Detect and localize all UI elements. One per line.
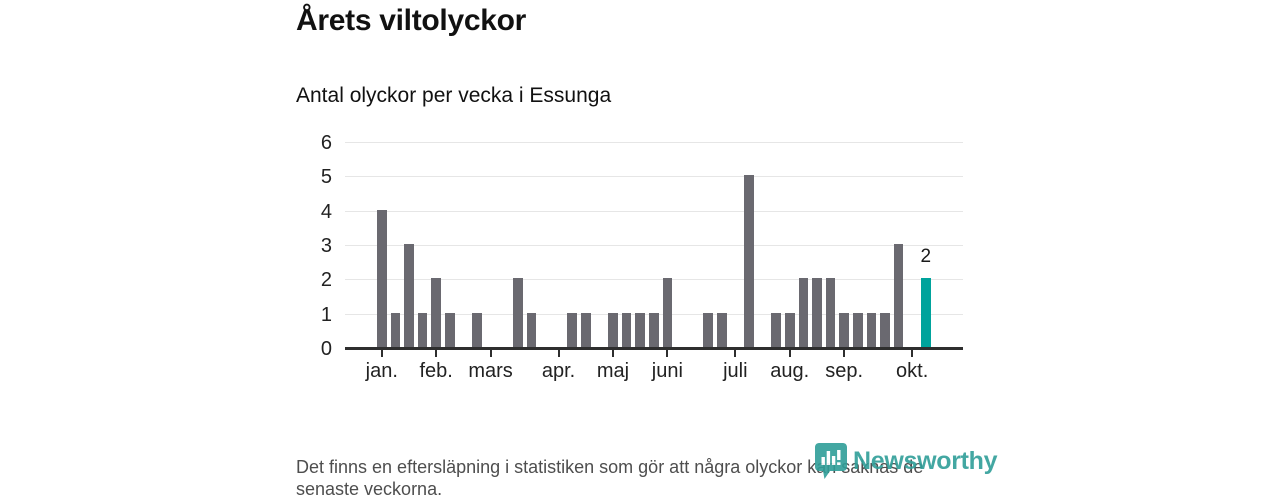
- x-tick-juli: [734, 350, 737, 357]
- bar-week-36: [853, 312, 863, 347]
- bar-week-19: [621, 312, 632, 347]
- newsworthy-logo: Newsworthy: [814, 442, 998, 480]
- x-tick-aug.: [788, 350, 791, 357]
- bar-week-20: [635, 312, 645, 347]
- gridline-y4: [345, 210, 963, 212]
- gridline-y5: [345, 176, 963, 178]
- x-axis-label-apr.: apr.: [541, 360, 576, 382]
- bar-week-16: [581, 312, 591, 347]
- x-axis-label-sep.: sep.: [825, 360, 864, 382]
- bar-week-37: [866, 312, 877, 347]
- x-axis-label-jan.: jan.: [365, 360, 398, 382]
- x-tick-okt.: [911, 350, 914, 357]
- x-tick-mars: [489, 350, 492, 357]
- y-axis-label-2: 2: [320, 269, 332, 292]
- bar-week-35: [839, 312, 849, 347]
- gridline-y2: [345, 279, 963, 281]
- bar-week-41: [921, 278, 931, 347]
- y-axis-labels: 0 1 2 3 4 5 6: [296, 133, 332, 359]
- bar-week-38: [880, 312, 890, 347]
- bar-week-28: [744, 175, 754, 347]
- x-tick-feb.: [435, 350, 438, 357]
- bar-week-6: [445, 312, 455, 347]
- y-axis-label-1: 1: [320, 303, 332, 326]
- bar-week-26: [717, 312, 727, 347]
- bar-chart: 0 1 2 3 4 5 6 2 jan. feb. mars apr. maj juni juli aug…: [296, 130, 976, 382]
- bar-week-2: [390, 312, 401, 347]
- bar-week-12: [526, 312, 537, 347]
- x-tick-sep.: [843, 350, 846, 357]
- x-axis-label-maj: maj: [596, 360, 630, 382]
- bar-week-30: [771, 312, 781, 347]
- bar-week-18: [608, 312, 618, 347]
- highlight-value-label: 2: [920, 246, 932, 268]
- bar-week-33: [812, 278, 822, 347]
- bar-week-34: [825, 278, 836, 347]
- y-axis-label-0: 0: [320, 338, 332, 360]
- x-axis-label-aug.: aug.: [770, 360, 810, 382]
- x-axis-baseline: [345, 347, 963, 350]
- plot-area: 2: [345, 142, 963, 357]
- y-axis-label-3: 3: [320, 235, 332, 257]
- bar-week-32: [798, 278, 809, 347]
- x-axis-label-juli: juli: [723, 360, 748, 382]
- x-tick-maj: [611, 350, 614, 357]
- gridline-y3: [345, 245, 963, 246]
- gridline-y6: [345, 142, 963, 143]
- x-axis-label-mars: mars: [468, 360, 513, 382]
- bar-week-1: [377, 209, 387, 347]
- bar-week-25: [703, 312, 713, 347]
- bar-week-8: [472, 312, 482, 347]
- y-axis-label-6: 6: [320, 132, 332, 154]
- bar-week-15: [567, 312, 577, 347]
- bar-week-31: [785, 312, 795, 347]
- bar-week-21: [649, 312, 659, 347]
- x-axis-label-feb.: feb.: [419, 360, 453, 382]
- bar-week-22: [662, 278, 673, 347]
- y-axis-label-5: 5: [320, 166, 332, 189]
- x-axis-label-okt.: okt.: [896, 360, 929, 382]
- newsworthy-logo-text: Newsworthy: [853, 446, 998, 475]
- bar-week-39: [893, 244, 904, 347]
- x-tick-apr.: [557, 350, 560, 357]
- bar-week-5: [431, 278, 441, 347]
- x-axis-label-juni: juni: [651, 360, 683, 382]
- y-axis-label-4: 4: [320, 200, 332, 223]
- page-title: Årets viltolyckor: [296, 4, 526, 37]
- newsworthy-pin-barchart-icon: [815, 443, 847, 479]
- chart-subtitle: Antal olyckor per vecka i Essunga: [296, 84, 612, 107]
- bar-week-11: [513, 278, 523, 347]
- x-tick-juni: [666, 350, 669, 357]
- bar-week-3: [404, 244, 414, 347]
- bar-week-4: [417, 312, 428, 347]
- x-tick-jan.: [380, 350, 383, 357]
